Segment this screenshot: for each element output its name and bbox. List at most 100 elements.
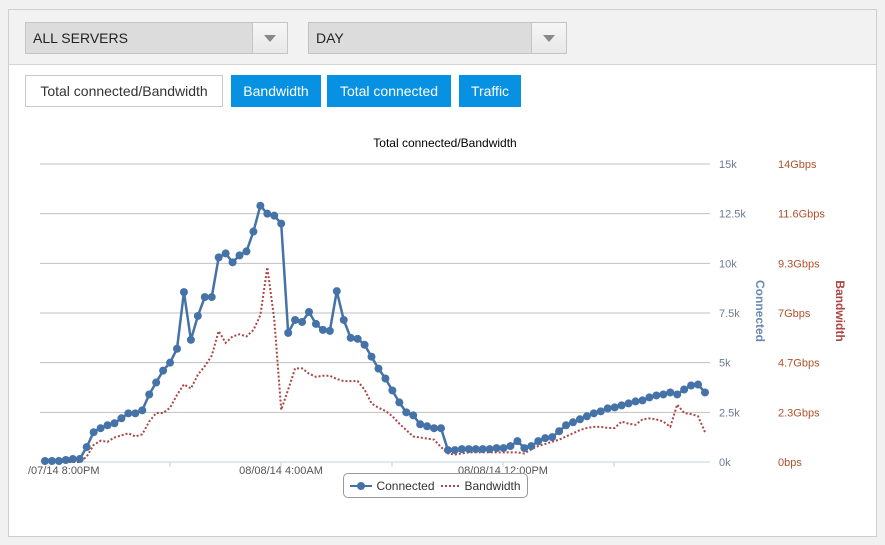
connected-point — [471, 445, 480, 454]
connected-point — [249, 227, 258, 236]
connected-marker-icon — [350, 481, 373, 490]
connected-point — [360, 340, 369, 349]
connected-point — [145, 390, 154, 399]
connected-point — [256, 201, 265, 210]
connected-point — [701, 388, 709, 397]
connected-point — [305, 308, 313, 317]
connected-point — [589, 409, 598, 418]
chevron-down-icon[interactable] — [531, 23, 566, 53]
connected-point — [47, 457, 56, 466]
connected-point — [464, 445, 473, 454]
connected-point — [687, 381, 696, 390]
connected-point — [652, 391, 661, 400]
connected-point — [610, 403, 619, 412]
connected-point — [193, 311, 202, 320]
connected-point — [388, 386, 397, 395]
connected-point — [110, 419, 119, 428]
connected-point — [548, 433, 557, 442]
connected-line — [45, 203, 706, 463]
toolbar: ALL SERVERS DAY — [9, 10, 876, 65]
connected-point — [569, 418, 577, 427]
connected-point — [478, 445, 487, 454]
connected-point — [75, 455, 84, 464]
y-right-tick-label: 2.3Gbps — [778, 407, 820, 419]
period-select-value: DAY — [316, 30, 344, 46]
tab-total-connected-bandwidth[interactable]: Total connected/Bandwidth — [25, 75, 223, 107]
connected-point — [485, 445, 494, 454]
connected-point — [124, 409, 133, 418]
y-right-tick-label: 4.7Gbps — [778, 358, 820, 370]
connected-point — [263, 209, 272, 218]
chevron-down-icon[interactable] — [252, 23, 287, 53]
connected-point — [437, 424, 445, 433]
connected-point — [54, 457, 63, 466]
connected-point — [659, 390, 668, 399]
legend: Connected Bandwidth — [343, 473, 528, 498]
connected-point — [228, 258, 237, 267]
legend-connected[interactable]: Connected — [350, 479, 435, 493]
connected-point — [423, 422, 432, 431]
connected-point — [541, 434, 550, 443]
y-right-tick-label: 11.6Gbps — [778, 209, 825, 221]
connected-point — [339, 315, 348, 324]
connected-point — [103, 421, 112, 430]
connected-point — [562, 421, 571, 430]
x-tick-label: /07/14 8:00PM — [28, 465, 100, 477]
connected-point — [68, 455, 77, 464]
connected-point — [332, 287, 341, 296]
connected-point — [520, 444, 529, 453]
connected-point — [221, 249, 230, 258]
legend-bandwidth[interactable]: Bandwidth — [440, 478, 521, 493]
y-left-tick-label: 15k — [719, 159, 737, 171]
connected-point — [173, 344, 181, 353]
connected-point — [284, 328, 293, 337]
connected-point — [41, 457, 49, 466]
connected-point — [179, 288, 188, 297]
tab-traffic[interactable]: Traffic — [459, 75, 521, 107]
tab-total-connected[interactable]: Total connected — [327, 75, 451, 107]
connected-point — [575, 415, 584, 424]
connected-point — [131, 409, 140, 418]
connected-point — [457, 445, 466, 454]
connected-point — [207, 293, 216, 302]
legend-bandwidth-label: Bandwidth — [464, 478, 521, 493]
connected-point — [395, 398, 404, 407]
connected-point — [416, 420, 425, 429]
chart-title: Total connected/Bandwidth — [373, 136, 516, 150]
connected-point — [492, 444, 501, 453]
connected-point — [61, 456, 70, 465]
connected-point — [673, 390, 682, 399]
y-right-tick-label: 7Gbps — [778, 308, 811, 320]
y-left-tick-label: 10k — [719, 258, 737, 270]
y-left-tick-label: 7.5k — [719, 308, 740, 320]
connected-point — [450, 446, 459, 455]
period-select[interactable]: DAY — [308, 22, 567, 54]
y-right-tick-label: 14Gbps — [778, 159, 817, 171]
y-right-tick-label: 9.3Gbps — [778, 258, 820, 270]
connected-point — [402, 408, 411, 417]
x-tick-label: 08/08/14 4:00AM — [239, 465, 323, 477]
connected-point — [346, 333, 355, 342]
connected-point — [367, 352, 376, 361]
connected-point — [152, 378, 161, 387]
connected-point — [138, 406, 147, 415]
connected-point — [638, 396, 647, 405]
connected-point — [166, 358, 175, 367]
connected-point — [596, 407, 605, 416]
connected-point — [409, 411, 418, 420]
connected-point — [680, 385, 689, 394]
connected-point — [318, 325, 327, 334]
connected-point — [200, 293, 209, 302]
tab-bandwidth[interactable]: Bandwidth — [231, 75, 321, 107]
connected-point — [513, 437, 522, 446]
connected-point — [298, 317, 307, 326]
connected-point — [582, 412, 591, 421]
y-left-tick-label: 2.5k — [719, 407, 740, 419]
connected-point — [242, 247, 251, 256]
server-select[interactable]: ALL SERVERS — [25, 22, 288, 54]
server-select-value: ALL SERVERS — [33, 30, 128, 46]
connected-point — [159, 366, 168, 375]
connected-point — [96, 424, 105, 433]
connected-point — [186, 335, 195, 344]
connected-point — [694, 380, 703, 389]
